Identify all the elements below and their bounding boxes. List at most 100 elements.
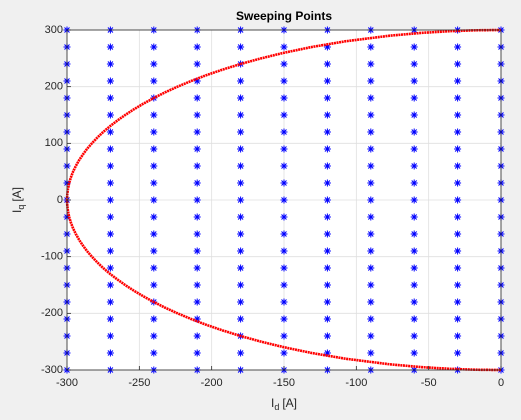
x-label-sub: d	[274, 402, 279, 412]
scatter-point	[454, 60, 462, 68]
scatter-point	[280, 264, 288, 272]
scatter-point	[410, 145, 418, 153]
scatter-point	[323, 196, 331, 204]
scatter-point	[323, 332, 331, 340]
scatter-point	[280, 43, 288, 51]
scatter-point	[367, 315, 375, 323]
scatter-point	[280, 230, 288, 238]
ticks: -300 -250 -200 -150 -100 -50 0 -300 -200 -100 0 100…	[41, 24, 504, 389]
scatter-point	[280, 247, 288, 255]
scatter-point	[280, 60, 288, 68]
scatter-point	[367, 77, 375, 85]
scatter-point	[193, 111, 201, 119]
scatter-point	[323, 264, 331, 272]
scatter-point	[237, 213, 245, 221]
scatter-point	[410, 281, 418, 289]
scatter-point	[410, 60, 418, 68]
scatter-point	[150, 111, 158, 119]
scatter-point	[237, 77, 245, 85]
scatter-point	[410, 196, 418, 204]
x-tick-label: -50	[421, 377, 437, 389]
scatter-point	[193, 213, 201, 221]
scatter-point	[410, 162, 418, 170]
scatter-point	[193, 281, 201, 289]
scatter-point	[150, 349, 158, 357]
scatter-point	[367, 60, 375, 68]
scatter-point	[323, 315, 331, 323]
scatter-point	[280, 315, 288, 323]
scatter-point	[367, 162, 375, 170]
x-axis-label: Id [A]	[271, 396, 297, 412]
scatter-point	[237, 349, 245, 357]
scatter-point	[106, 332, 114, 340]
scatter-point	[323, 145, 331, 153]
scatter-point	[367, 94, 375, 102]
scatter-point	[106, 128, 114, 136]
scatter-point	[454, 349, 462, 357]
scatter-point	[454, 213, 462, 221]
scatter-point	[454, 179, 462, 187]
scatter-point	[150, 264, 158, 272]
scatter-point	[454, 315, 462, 323]
scatter-point	[193, 179, 201, 187]
scatter-point	[237, 298, 245, 306]
scatter-point	[280, 145, 288, 153]
scatter-point	[323, 281, 331, 289]
scatter-point	[193, 315, 201, 323]
scatter-point	[193, 77, 201, 85]
scatter-point	[410, 349, 418, 357]
scatter-point	[454, 332, 462, 340]
scatter-point	[410, 179, 418, 187]
scatter-point	[454, 264, 462, 272]
scatter-point	[193, 128, 201, 136]
scatter-point	[454, 77, 462, 85]
scatter-point	[237, 111, 245, 119]
scatter-point	[454, 247, 462, 255]
scatter-point	[454, 298, 462, 306]
scatter-point	[237, 264, 245, 272]
scatter-point	[106, 111, 114, 119]
scatter-point	[410, 264, 418, 272]
scatter-point	[106, 162, 114, 170]
scatter-point	[106, 230, 114, 238]
scatter-point	[150, 315, 158, 323]
scatter-point	[150, 77, 158, 85]
x-tick-label: -100	[345, 377, 367, 389]
y-axis-label: Iq [A]	[10, 187, 26, 213]
scatter-point	[106, 94, 114, 102]
scatter-point	[323, 179, 331, 187]
y-label-sub: q	[16, 205, 26, 210]
scatter-point	[367, 43, 375, 51]
scatter-point	[367, 111, 375, 119]
scatter-point	[193, 247, 201, 255]
scatter-point	[106, 349, 114, 357]
chart-title: Sweeping Points	[236, 9, 332, 23]
scatter-point	[106, 281, 114, 289]
y-tick-label: 100	[45, 137, 63, 149]
y-label-unit: [A]	[10, 187, 24, 202]
x-tick-label: -250	[128, 377, 150, 389]
y-label-main: I	[10, 210, 24, 213]
scatter-point	[367, 332, 375, 340]
scatter-point	[150, 60, 158, 68]
scatter-point	[237, 315, 245, 323]
scatter-point	[367, 196, 375, 204]
scatter-point	[280, 128, 288, 136]
scatter-point	[150, 162, 158, 170]
scatter-point	[106, 77, 114, 85]
scatter-point	[367, 281, 375, 289]
scatter-point	[280, 111, 288, 119]
scatter-point	[323, 162, 331, 170]
scatter-point	[410, 230, 418, 238]
scatter-point	[323, 247, 331, 255]
scatter-point	[106, 298, 114, 306]
scatter-point	[237, 247, 245, 255]
scatter-point	[323, 230, 331, 238]
scatter-point	[193, 196, 201, 204]
scatter-point	[150, 43, 158, 51]
scatter-point	[367, 349, 375, 357]
scatter-point	[150, 332, 158, 340]
scatter-point	[280, 349, 288, 357]
